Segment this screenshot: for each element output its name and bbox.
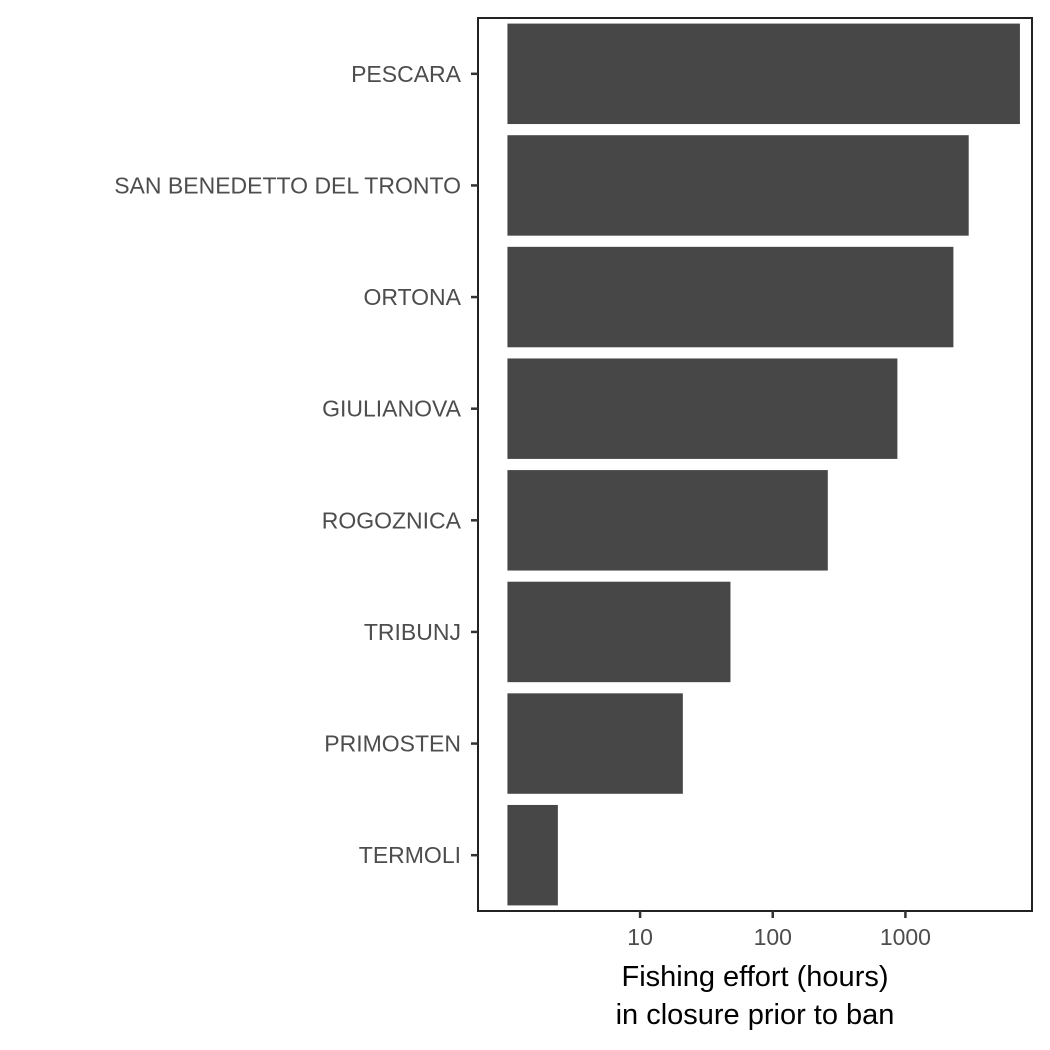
bar-pescara (507, 23, 1020, 125)
y-tick-label: TRIBUNJ (364, 619, 461, 645)
bar-giulianova (507, 358, 898, 459)
x-axis-title-line1: Fishing effort (hours) (621, 961, 888, 993)
bar-rogoznica (507, 470, 828, 571)
plot-panel-border (477, 17, 1033, 912)
x-tick-label: 10 (627, 924, 653, 950)
y-tick-label: SAN BENEDETTO DEL TRONTO (114, 172, 461, 198)
bar-tribunj (507, 581, 731, 683)
y-axis: PESCARA SAN BENEDETTO DEL TRONTO ORTONA GIU… (114, 61, 478, 868)
y-tick-label: PESCARA (351, 61, 462, 87)
x-axis: 10 100 1000 (627, 911, 931, 950)
x-tick-label: 1000 (880, 924, 931, 950)
y-tick-label: ROGOZNICA (322, 507, 462, 533)
bar-termoli (507, 804, 558, 906)
x-axis-title-line2: in closure prior to ban (616, 999, 895, 1031)
y-tick-label: TERMOLI (359, 842, 461, 868)
x-tick-label: 100 (754, 924, 792, 950)
y-tick-label: GIULIANOVA (322, 396, 462, 422)
bar-ortona (507, 246, 954, 348)
y-tick-label: ORTONA (363, 284, 461, 310)
y-tick-label: PRIMOSTEN (324, 731, 461, 757)
bar-san-benedetto-del-tronto (507, 135, 969, 236)
bar-primosten (507, 693, 683, 794)
bars-group (507, 23, 1020, 906)
